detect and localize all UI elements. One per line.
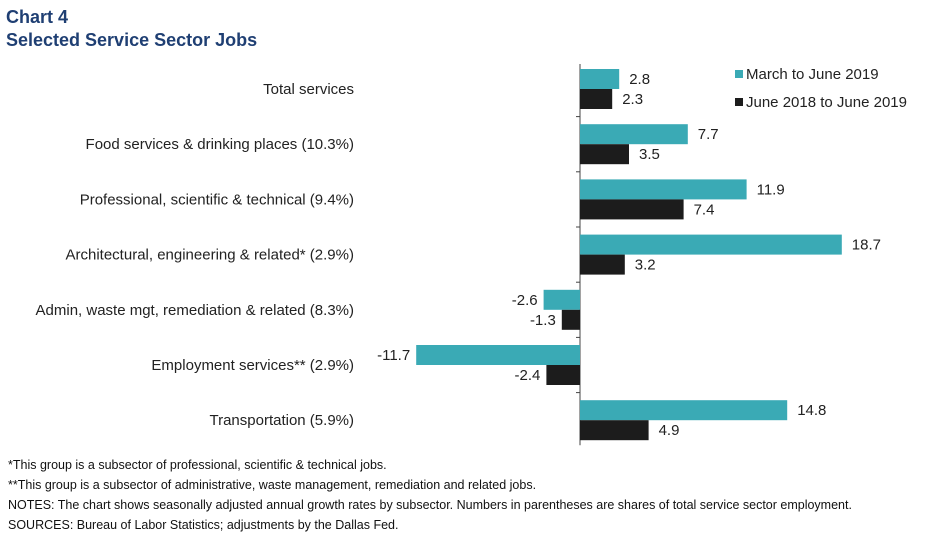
legend-label: March to June 2019 [746, 66, 879, 83]
data-label: 18.7 [852, 237, 881, 254]
footnote-1: *This group is a subsector of profession… [8, 458, 387, 472]
data-label: 4.9 [659, 422, 680, 439]
data-label: 2.8 [629, 71, 650, 88]
notes-line: NOTES: The chart shows seasonally adjust… [8, 498, 852, 512]
footnote-2: **This group is a subsector of administr… [8, 478, 537, 492]
data-label: 14.8 [797, 402, 826, 419]
data-label: 3.2 [635, 257, 656, 274]
category-label: Total services [263, 81, 354, 98]
data-label: 7.7 [698, 126, 719, 143]
sources-line: SOURCES: Bureau of Labor Statistics; adj… [8, 518, 399, 532]
data-label: -2.4 [515, 367, 541, 384]
bar-june-2018-june-2019 [580, 420, 649, 441]
data-label: -2.6 [512, 292, 538, 309]
bar-chart: Total services 2.8 2.3 Food services & drin… [36, 64, 907, 446]
category-label: Food services & drinking places (10.3%) [86, 136, 354, 153]
bar-june-2018-june-2019 [561, 309, 580, 330]
bar-march-june-2019 [580, 124, 688, 145]
bar-march-june-2019 [416, 345, 580, 365]
chart-number: Chart 4 [6, 7, 69, 27]
data-label: -11.7 [377, 347, 410, 364]
legend-swatch [735, 70, 743, 78]
bar-march-june-2019 [580, 179, 747, 200]
data-label: 3.5 [639, 146, 660, 163]
chart-notes: *This group is a subsector of profession… [8, 455, 943, 535]
bar-march-june-2019 [580, 69, 620, 89]
data-label: -1.3 [530, 312, 556, 329]
category-label: Employment services** (2.9%) [151, 357, 354, 374]
legend-label: June 2018 to June 2019 [746, 94, 907, 111]
category-label: Professional, scientific & technical (9.… [80, 191, 354, 208]
data-label: 7.4 [694, 201, 715, 218]
chart-title: Selected Service Sector Jobs [6, 30, 258, 50]
bar-june-2018-june-2019 [580, 254, 625, 275]
bar-march-june-2019 [580, 400, 788, 421]
bar-june-2018-june-2019 [580, 89, 613, 109]
legend-swatch [735, 98, 743, 106]
category-label: Admin, waste mgt, remediation & related … [36, 302, 354, 319]
bar-june-2018-june-2019 [546, 365, 580, 385]
data-label: 11.9 [757, 181, 785, 198]
bar-june-2018-june-2019 [580, 199, 684, 220]
bar-june-2018-june-2019 [580, 144, 629, 165]
category-label: Architectural, engineering & related* (2… [66, 247, 355, 264]
bar-march-june-2019 [543, 289, 580, 310]
bar-march-june-2019 [580, 234, 842, 255]
chart-title-block: Chart 4 Selected Service Sector Jobs [6, 6, 257, 52]
data-label: 2.3 [622, 91, 643, 108]
category-label: Transportation (5.9%) [209, 412, 354, 429]
